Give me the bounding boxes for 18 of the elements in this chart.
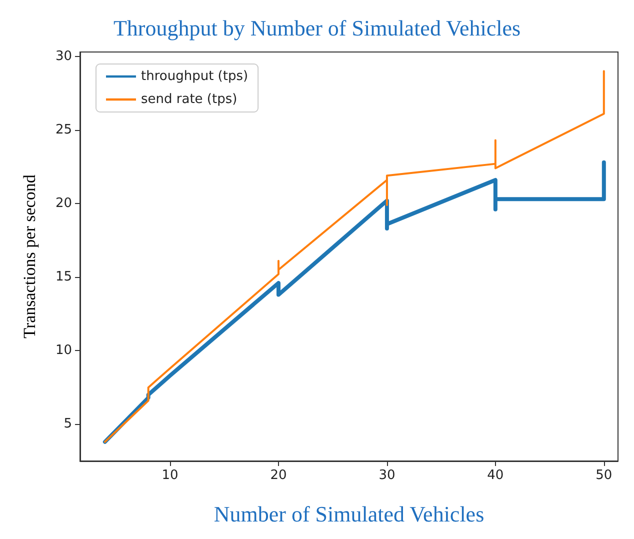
- y-tick-label: 15: [55, 270, 72, 285]
- line-series: [104, 70, 605, 443]
- y-tick-label: 10: [55, 343, 72, 358]
- y-tick-label: 20: [55, 196, 72, 212]
- y-tick-label: 5: [64, 416, 72, 432]
- line-series: [102, 160, 606, 444]
- x-tick-label: 40: [487, 468, 504, 483]
- legend-label: throughput (tps): [141, 69, 248, 84]
- chart-title: Throughput by Number of Simulated Vehicles: [113, 16, 521, 40]
- x-tick-label: 10: [162, 468, 178, 483]
- legend-label: send rate (tps): [141, 92, 238, 107]
- x-axis-title: Number of Simulated Vehicles: [214, 502, 484, 526]
- x-tick-label: 30: [378, 468, 396, 483]
- x-tick-label: 20: [270, 468, 287, 483]
- y-tick-label: 30: [55, 48, 72, 64]
- x-tick-label: 50: [596, 468, 612, 483]
- y-tick-label: 25: [55, 122, 72, 138]
- y-axis-title: Transactions per second: [20, 174, 39, 338]
